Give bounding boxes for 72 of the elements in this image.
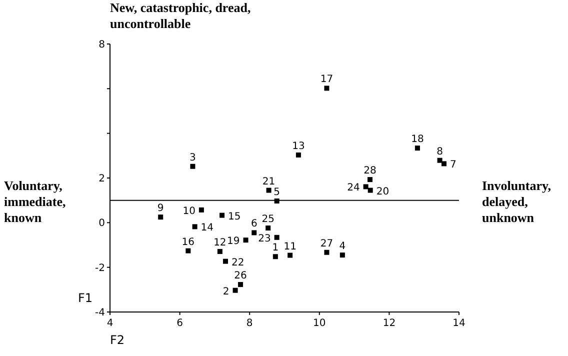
annotation: 5 xyxy=(274,187,280,198)
annotation: 20 xyxy=(376,186,390,198)
x-tick-label: 8 xyxy=(246,318,253,329)
annotation: 18 xyxy=(411,134,424,146)
annotation: 19 xyxy=(227,236,240,248)
x-tick-label: 12 xyxy=(382,318,396,329)
point xyxy=(368,188,373,193)
annotation: 21 xyxy=(262,176,276,188)
text: New, catastrophic, dread, uncontrollable xyxy=(110,0,251,31)
x-axis-title: F2 xyxy=(110,333,125,347)
point xyxy=(272,254,278,260)
point xyxy=(238,282,244,288)
annotation: 14 xyxy=(200,222,214,234)
point xyxy=(296,152,301,158)
point xyxy=(243,238,248,243)
point xyxy=(198,207,204,212)
annotation: 17 xyxy=(320,74,334,86)
annotation: 2 xyxy=(222,286,230,298)
annotation: 9 xyxy=(157,203,164,214)
x-tick-label: 14 xyxy=(452,318,466,329)
point xyxy=(252,230,257,236)
y-axis-title: F1 xyxy=(78,291,93,305)
annotation: 15 xyxy=(228,211,241,222)
annotation: 13 xyxy=(292,140,305,152)
x-tick-label: 4 xyxy=(106,318,114,329)
annotation: 23 xyxy=(258,233,271,244)
point xyxy=(192,224,198,230)
point xyxy=(266,226,271,231)
annotation: 7 xyxy=(450,160,456,171)
annotation: 22 xyxy=(232,257,244,268)
point xyxy=(340,252,345,258)
annotation: 1 xyxy=(272,242,279,254)
point xyxy=(324,86,330,91)
point xyxy=(288,252,293,258)
y-tick-label: 8 xyxy=(98,40,105,50)
annotation: 11 xyxy=(284,241,296,252)
annotation: 16 xyxy=(182,236,195,248)
annotation: 12 xyxy=(214,237,226,248)
point xyxy=(220,212,225,218)
point xyxy=(363,184,368,190)
annotation: 3 xyxy=(190,152,196,164)
point xyxy=(190,164,196,169)
point xyxy=(274,198,280,204)
x-tick-label: 6 xyxy=(176,318,183,329)
annotation: 10 xyxy=(182,206,196,217)
point xyxy=(232,288,238,293)
point xyxy=(266,188,272,193)
point xyxy=(441,161,446,166)
annotation: 25 xyxy=(262,214,274,226)
text: Voluntary, immediate, known xyxy=(4,178,66,225)
annotation: 8 xyxy=(436,146,443,158)
annotation: 24 xyxy=(347,182,360,194)
point xyxy=(217,248,222,254)
point xyxy=(368,177,373,182)
point xyxy=(437,158,442,163)
point xyxy=(223,258,228,264)
point xyxy=(324,250,330,255)
y-tick-label: -4 xyxy=(95,308,105,318)
annotation: 28 xyxy=(364,166,376,177)
y-tick-label: 0 xyxy=(98,218,105,230)
annotation: 27 xyxy=(320,238,334,250)
point xyxy=(274,234,280,240)
point xyxy=(158,214,164,220)
x-tick-label: 10 xyxy=(313,318,326,329)
annotation: 26 xyxy=(234,270,247,282)
annotation: 6 xyxy=(250,218,258,230)
point xyxy=(414,146,420,151)
point xyxy=(186,248,191,254)
y-tick-label: 2 xyxy=(98,174,105,184)
text: Involuntary, delayed, unknown xyxy=(482,178,551,225)
annotation: 4 xyxy=(339,241,346,252)
y-tick-label: -2 xyxy=(95,262,105,274)
